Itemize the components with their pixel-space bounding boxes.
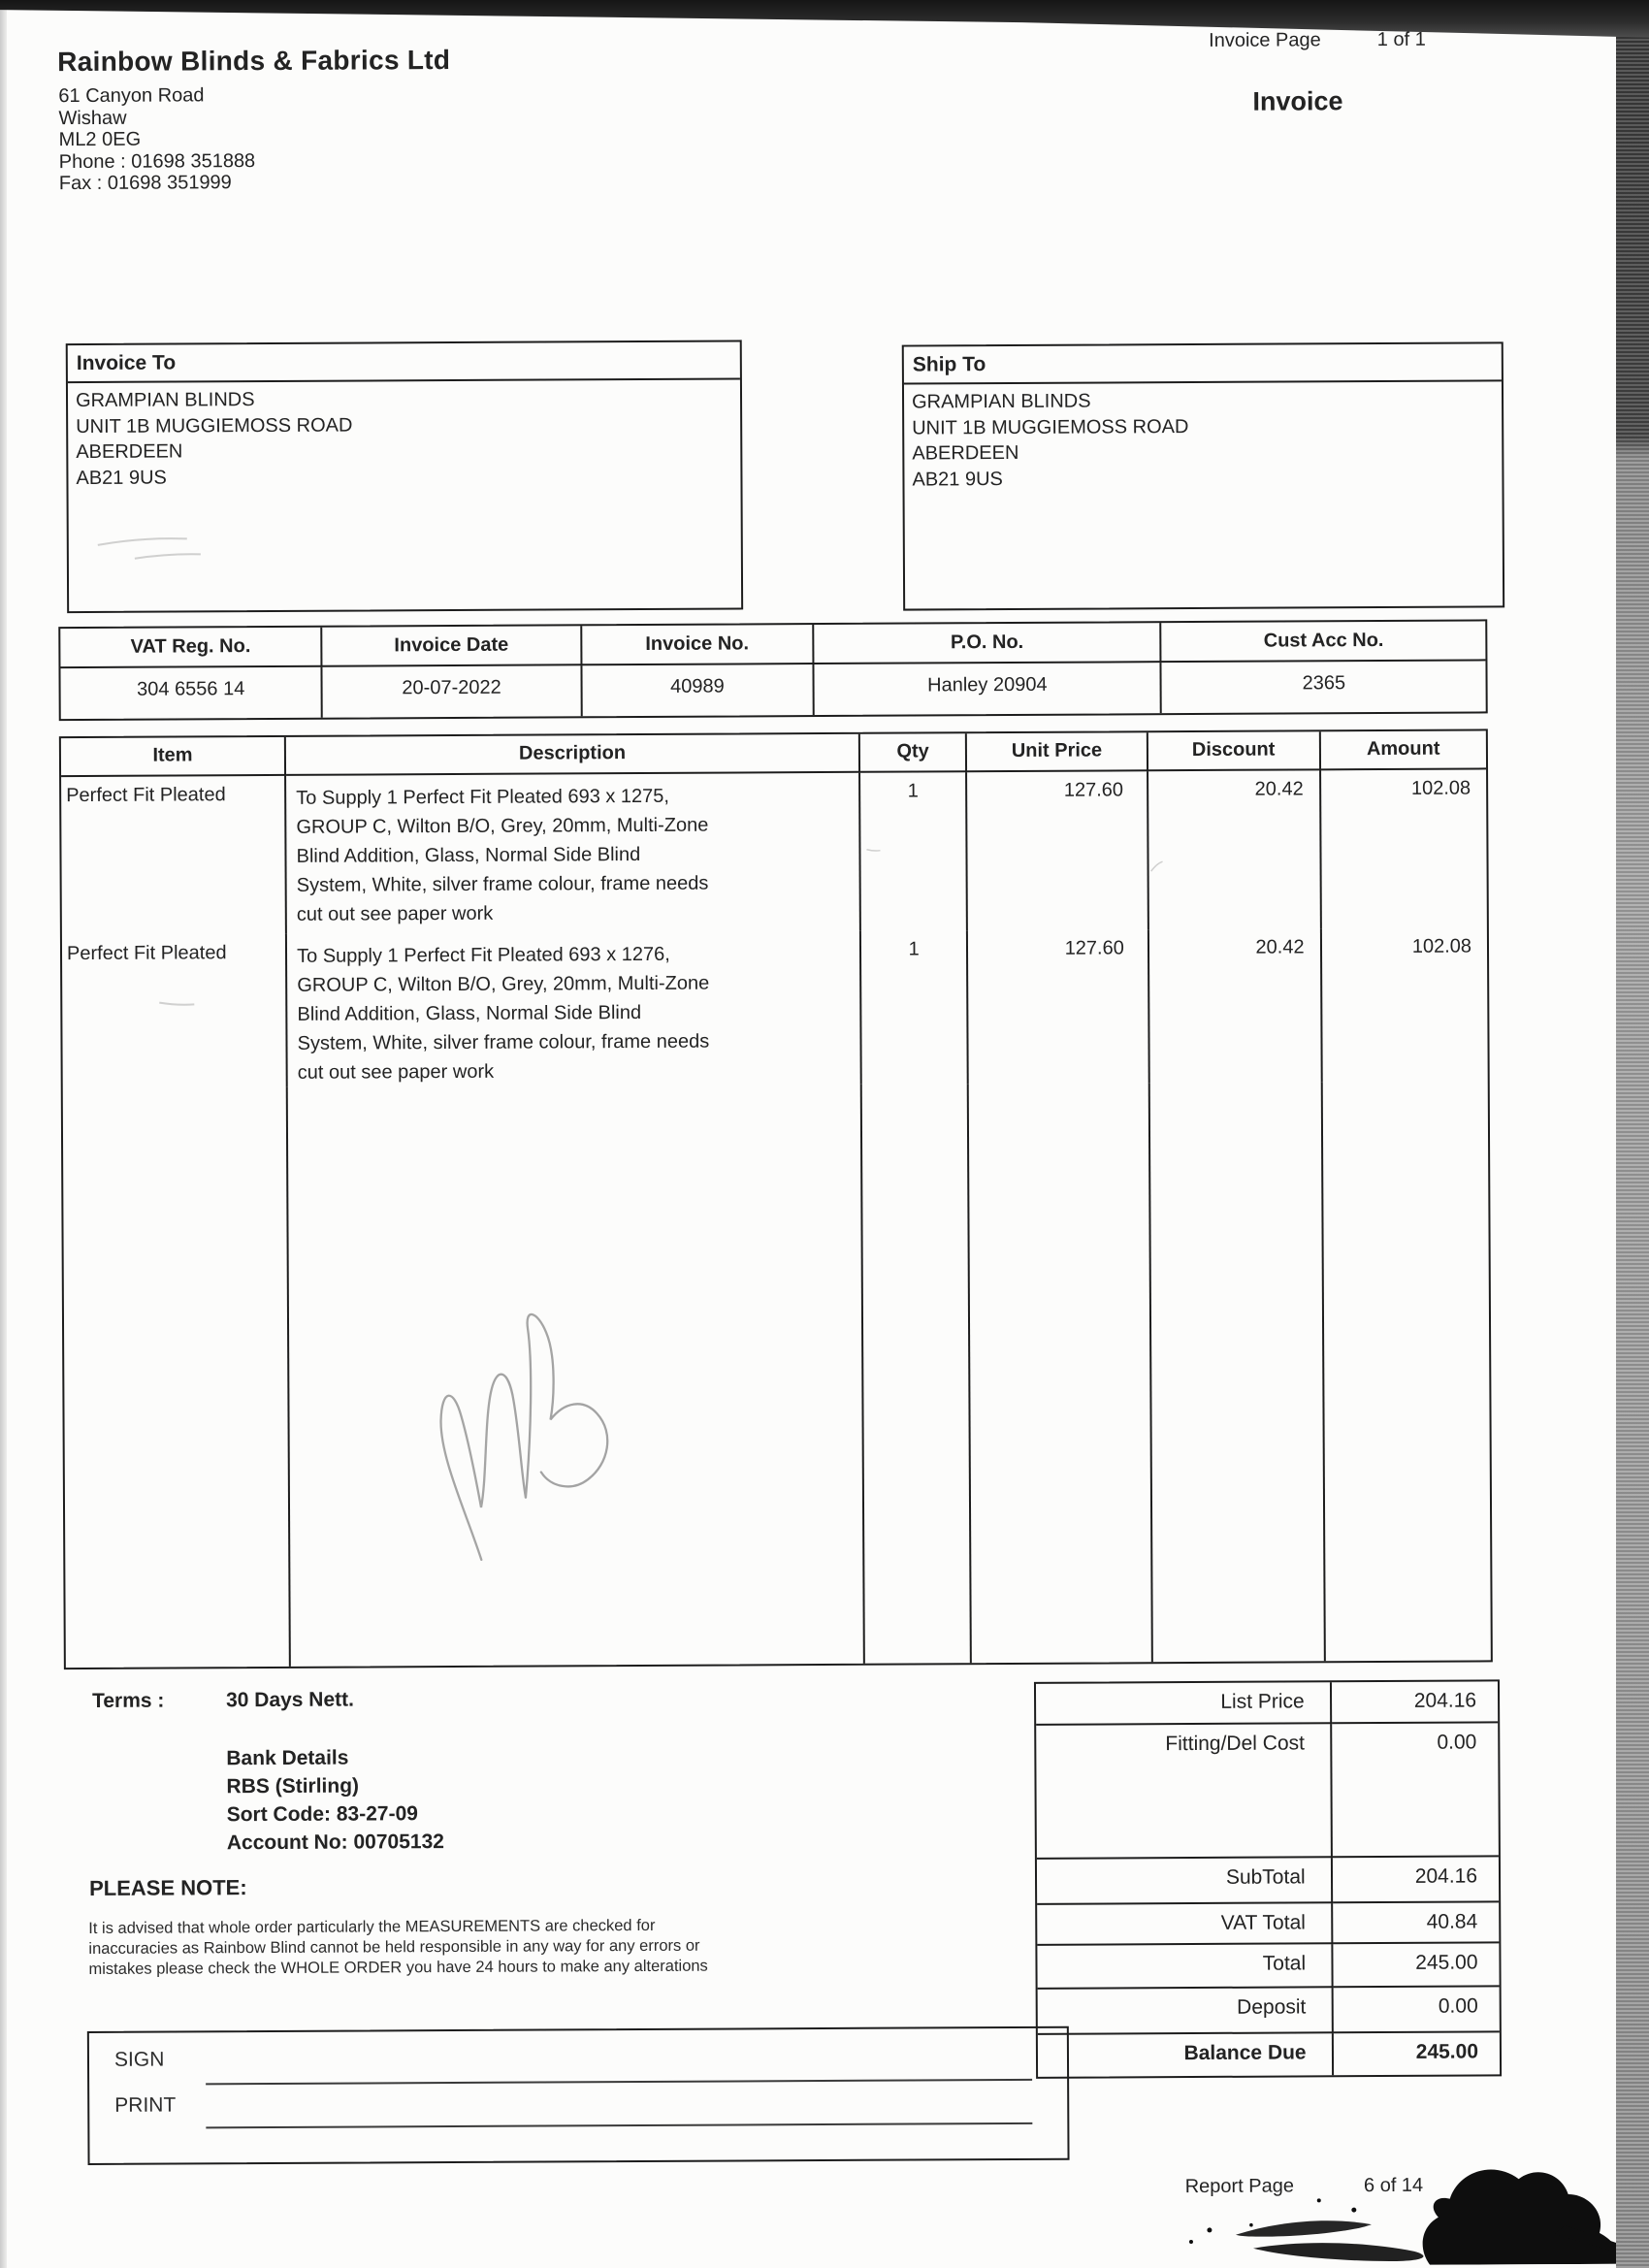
scanner-edge-left — [0, 0, 7, 2268]
please-note-title: PLEASE NOTE: — [88, 1875, 247, 1900]
items-header-description: Description — [285, 733, 861, 776]
terms-label: Terms : — [91, 1689, 165, 1712]
terms-value: 30 Days Nett. — [225, 1688, 355, 1712]
totals-value-balance-due: 245.00 — [1415, 2040, 1479, 2063]
items-filler-cell — [1322, 1081, 1491, 1661]
item-row-name: Perfect Fit Pleated — [61, 933, 288, 1089]
ship-to-address: GRAMPIAN BLINDS UNIT 1B MUGGIEMOSS ROAD … — [904, 381, 1503, 492]
ship-to-line: UNIT 1B MUGGIEMOSS ROAD — [912, 415, 1189, 439]
totals-table: List Price 204.16 Fitting/Del Cost 0.00 … — [1033, 1679, 1503, 2079]
ship-to-line: GRAMPIAN BLINDS — [911, 390, 1091, 413]
item-row-description: To Supply 1 Perfect Fit Pleated 693 x 12… — [286, 772, 861, 934]
company-address-line: 61 Canyon Road — [58, 84, 205, 108]
meta-header-invoice-no: Invoice No. — [581, 625, 815, 666]
totals-label-list-price: List Price — [1035, 1682, 1332, 1726]
totals-value-subtotal: 204.16 — [1332, 1857, 1500, 1904]
totals-value-total: 245.00 — [1333, 1943, 1500, 1989]
invoice-page-indicator: Invoice Page 1 of 1 — [1209, 29, 1426, 52]
meta-header-vat-reg: VAT Reg. No. — [60, 627, 323, 669]
item-row-description: To Supply 1 Perfect Fit Pleated 693 x 12… — [287, 930, 862, 1087]
signature-box: SIGN PRINT — [86, 2025, 1070, 2165]
bank-sort-code: Sort Code: 83-27-09 — [226, 1802, 418, 1827]
items-filler-cell — [861, 1084, 973, 1664]
invoice-to-line: ABERDEEN — [76, 440, 183, 464]
meta-value-vat-reg: 304 6556 14 — [60, 666, 324, 720]
invoice-to-label: Invoice To — [67, 341, 740, 384]
items-header-unit-price: Unit Price — [967, 732, 1148, 773]
item-row-amount: 102.08 — [1411, 935, 1472, 957]
company-fax: Fax : 01698 351999 — [58, 172, 232, 195]
print-label: PRINT — [114, 2093, 177, 2117]
invoice-to-line: AB21 9US — [76, 467, 167, 489]
please-note-body: It is advised that whole order particula… — [88, 1916, 708, 1978]
invoice-page-label: Invoice Page — [1209, 29, 1321, 51]
meta-value-invoice-date: 20-07-2022 — [322, 665, 583, 718]
ship-to-line: ABERDEEN — [912, 441, 1019, 465]
meta-value-po-no: Hanley 20904 — [814, 663, 1163, 716]
report-page-value: 6 of 14 — [1363, 2174, 1424, 2197]
totals-label-subtotal: SubTotal — [1036, 1858, 1333, 1905]
line-items-table: Item Description Qty Unit Price Discount… — [58, 729, 1493, 1670]
totals-label-vat-total: VAT Total — [1037, 1903, 1334, 1946]
ink-blot — [1188, 2154, 1649, 2265]
report-page-label: Report Page — [1184, 2175, 1295, 2198]
meta-header-po-no: P.O. No. — [814, 623, 1162, 665]
item-row-discount: 20.42 — [1148, 928, 1323, 1084]
totals-value-list-price: 204.16 — [1331, 1681, 1499, 1725]
scanner-edge-right — [1616, 0, 1649, 2268]
totals-value-deposit: 0.00 — [1333, 1987, 1500, 2034]
totals-label-fitting-del: Fitting/Del Cost — [1036, 1724, 1333, 1860]
company-address-line: ML2 0EG — [58, 128, 142, 151]
items-header-item: Item — [60, 736, 287, 778]
item-row-unit-price: 127.60 — [967, 771, 1149, 931]
meta-header-invoice-date: Invoice Date — [322, 626, 583, 667]
totals-label-balance-due: Balance Due — [1037, 2033, 1334, 2077]
invoice-title: Invoice — [1252, 86, 1343, 116]
items-filler-cell — [968, 1083, 1153, 1664]
item-row-amount: 102.08 — [1410, 777, 1471, 799]
ship-to-line: AB21 9US — [912, 468, 1003, 491]
ship-to-label: Ship To — [903, 343, 1502, 385]
totals-value-vat-total: 40.84 — [1332, 1902, 1500, 1945]
items-filler-cell — [62, 1086, 291, 1669]
invoice-meta-table: VAT Reg. No. Invoice Date Invoice No. P.… — [58, 619, 1488, 722]
item-row-unit-price: 127.60 — [968, 929, 1150, 1085]
items-header-discount: Discount — [1148, 731, 1321, 772]
bank-details-block: Bank Details RBS (Stirling) Sort Code: 8… — [226, 1743, 444, 1857]
item-row-qty: 1 — [860, 930, 969, 1085]
items-header-qty: Qty — [859, 733, 968, 773]
invoice-page-value: 1 of 1 — [1376, 28, 1426, 51]
meta-value-cust-acc: 2365 — [1302, 672, 1346, 695]
meta-header-cust-acc: Cust Acc No. — [1161, 621, 1486, 664]
invoice-to-address: GRAMPIAN BLINDS UNIT 1B MUGGIEMOSS ROAD … — [68, 379, 741, 491]
items-filler-cell — [287, 1084, 865, 1667]
items-header-amount: Amount — [1320, 730, 1487, 771]
items-filler-cell — [1149, 1082, 1326, 1663]
company-address-line: Wishaw — [58, 107, 127, 129]
invoice-to-line: UNIT 1B MUGGIEMOSS ROAD — [76, 414, 353, 437]
sign-line — [206, 2078, 1033, 2086]
item-row-discount: 20.42 — [1148, 770, 1322, 930]
ship-to-box: Ship To GRAMPIAN BLINDS UNIT 1B MUGGIEMO… — [901, 341, 1505, 611]
invoice-to-line: GRAMPIAN BLINDS — [75, 389, 255, 412]
bank-name: RBS (Stirling) — [226, 1774, 360, 1798]
invoice-to-box: Invoice To GRAMPIAN BLINDS UNIT 1B MUGGI… — [65, 340, 744, 614]
sign-label: SIGN — [113, 2048, 165, 2071]
totals-label-deposit: Deposit — [1037, 1988, 1334, 2035]
item-row-qty: 1 — [860, 772, 969, 931]
company-name: Rainbow Blinds & Fabrics Ltd — [57, 45, 451, 78]
report-page-indicator: Report Page 6 of 14 — [1185, 2175, 1424, 2198]
company-address-block: 61 Canyon Road Wishaw ML2 0EG Phone : 01… — [58, 84, 255, 195]
totals-label-total: Total — [1037, 1944, 1334, 1990]
company-phone: Phone : 01698 351888 — [58, 149, 256, 173]
item-row-name: Perfect Fit Pleated — [61, 775, 288, 936]
bank-account-no: Account No: 00705132 — [226, 1831, 444, 1855]
totals-value-fitting-del: 0.00 — [1331, 1723, 1499, 1859]
meta-value-invoice-no: 40989 — [582, 664, 815, 717]
print-line — [206, 2122, 1033, 2129]
bank-details-title: Bank Details — [226, 1746, 349, 1770]
